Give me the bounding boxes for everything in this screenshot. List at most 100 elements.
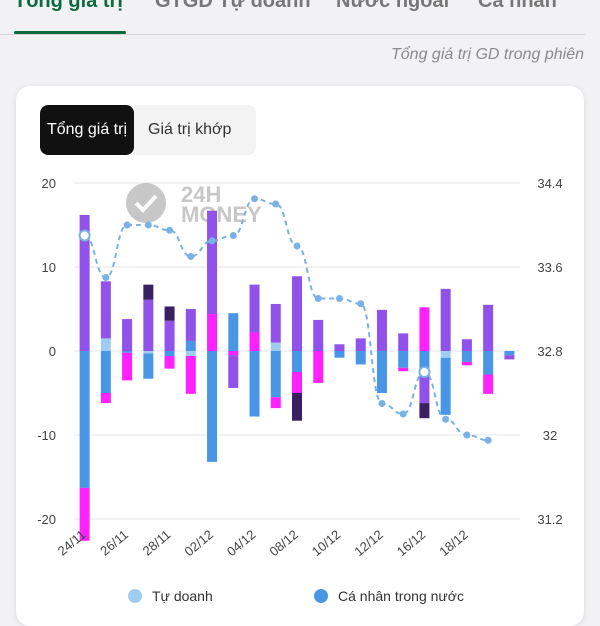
bar-tự-doanh-5: [185, 351, 196, 357]
price-point-9: [272, 200, 280, 208]
price-point-18: [463, 431, 471, 439]
bar-cá-nhân-trong-nước-6: [207, 351, 218, 462]
toggle-gia-tri-khop[interactable]: Giá trị khớp: [134, 105, 256, 155]
tab-nuoc-ngoai[interactable]: Nước ngoài: [336, 0, 450, 12]
bar-nước-ngoài-4: [164, 320, 175, 351]
tab-bar: Tổng giá trị GTGD Tự doanh Nước ngoài Cá…: [0, 0, 600, 34]
bar-nước-ngoài-13: [355, 338, 366, 351]
bar-cá-nhân-trong-nước-16: [419, 351, 430, 368]
bar-khác-10: [292, 393, 302, 421]
bar-nước-ngoài-2: [122, 319, 133, 351]
chart-legend: Tự doanh Cá nhân trong nước: [0, 588, 600, 608]
bar-nước-ngoài-16: [419, 367, 430, 404]
x-tick-label: 18/12: [436, 527, 471, 559]
x-tick-label: 12/12: [351, 527, 386, 559]
bar-tổ-chức-trong-nước-11: [313, 351, 324, 383]
legend-item-ca-nhan-trong-nuoc[interactable]: Cá nhân trong nước: [314, 588, 464, 604]
bar-tổ-chức-trong-nước-7: [228, 351, 239, 356]
chart-subtitle: Tổng giá trị GD trong phiên: [391, 46, 584, 63]
bar-nước-ngoài-0: [79, 214, 90, 351]
bar-tổ-chức-trong-nước-0: [79, 487, 90, 541]
watermark-logo-icon: [126, 183, 166, 223]
x-tick-label: 08/12: [266, 527, 301, 559]
bar-nước-ngoài-3: [143, 299, 154, 351]
bar-tổ-chức-trong-nước-15: [398, 367, 409, 372]
left-tick-label: 0: [49, 344, 56, 359]
bar-tổ-chức-trong-nước-9: [270, 397, 281, 409]
price-point-7: [229, 232, 237, 239]
price-point-12: [335, 295, 343, 302]
bar-nước-ngoài-14: [376, 309, 387, 351]
x-tick-label: 26/11: [97, 527, 131, 559]
bar-tổ-chức-trong-nước-18: [461, 361, 472, 366]
price-point-4: [166, 226, 174, 234]
bar-cá-nhân-trong-nước-9: [270, 351, 281, 398]
bar-nước-ngoài-1: [100, 281, 111, 339]
bar-cá-nhân-trong-nước-3: [143, 353, 154, 379]
x-tick-label: 28/11: [140, 527, 174, 559]
left-axis-ticks: 20 10 0 -10 -20: [37, 176, 56, 527]
bar-cá-nhân-trong-nước-4: [164, 351, 175, 357]
bar-nước-ngoài-8: [249, 284, 260, 333]
bar-cá-nhân-trong-nước-14: [376, 351, 387, 393]
price-point-6: [208, 237, 216, 245]
bar-tổ-chức-trong-nước-8: [249, 332, 260, 351]
right-tick-label: 32: [543, 428, 557, 443]
x-tick-label: 16/12: [394, 527, 429, 559]
bar-nước-ngoài-19: [483, 304, 494, 351]
bar-nước-ngoài-7: [228, 355, 239, 388]
right-tick-label: 32.8: [537, 344, 562, 359]
bar-nước-ngoài-20: [504, 355, 515, 360]
legend-item-tu-doanh[interactable]: Tự doanh: [128, 588, 213, 604]
price-point-17: [442, 415, 450, 423]
bar-nước-ngoài-17: [440, 288, 451, 351]
right-tick-label: 34.4: [537, 176, 562, 191]
watermark-logo: 24H MONEY: [126, 182, 262, 227]
bar-tổ-chức-trong-nước-19: [483, 374, 494, 394]
bar-nước-ngoài-6: [207, 210, 218, 315]
bar-cá-nhân-trong-nước-13: [355, 351, 366, 365]
legend-swatch: [128, 589, 142, 603]
bar-khác-4: [164, 306, 175, 321]
bar-cá-nhân-trong-nước-7: [228, 313, 239, 351]
tab-divider: [0, 34, 585, 35]
price-point-5: [187, 253, 195, 260]
bar-tổ-chức-trong-nước-6: [207, 314, 218, 351]
bar-cá-nhân-trong-nước-19: [483, 351, 494, 375]
price-point-11: [314, 295, 322, 302]
tab-tong-gia-tri[interactable]: Tổng giá trị: [14, 0, 123, 12]
bar-cá-nhân-trong-nước-2: [122, 351, 133, 353]
bar-cá-nhân-trong-nước-15: [398, 351, 409, 368]
bar-tổ-chức-trong-nước-4: [164, 356, 175, 369]
tab-gtgd-tu-doanh[interactable]: GTGD Tự doanh: [155, 0, 311, 12]
left-tick-label: 10: [42, 260, 56, 275]
bar-nước-ngoài-12: [334, 344, 345, 351]
price-point-2: [123, 221, 131, 229]
bar-tự-doanh-3: [143, 351, 154, 354]
tab-ca-nhan[interactable]: Cá nhân: [478, 0, 557, 12]
x-tick-label: 04/12: [224, 527, 259, 559]
price-point-10: [293, 242, 301, 250]
bar-khác-3: [143, 284, 154, 300]
price-point-13: [357, 300, 365, 308]
value-type-toggle: Tổng giá trị Giá trị khớp: [40, 105, 256, 155]
price-line: [78, 195, 492, 444]
right-tick-label: 31.2: [537, 512, 562, 527]
bar-tổ-chức-trong-nước-16: [419, 307, 430, 351]
bar-cá-nhân-trong-nước-20: [504, 351, 515, 356]
x-tick-label: 10/12: [309, 527, 344, 559]
bar-cá-nhân-trong-nước-1: [100, 351, 111, 393]
price-point-1: [102, 274, 110, 281]
bar-nước-ngoài-15: [398, 333, 409, 351]
bar-tổ-chức-trong-nước-2: [122, 352, 133, 381]
bar-cá-nhân-trong-nước-10: [292, 351, 302, 372]
price-point-0: [78, 229, 91, 242]
right-axis-ticks: 34.4 33.6 32.8 32 31.2: [537, 176, 562, 527]
toggle-tong-gia-tri[interactable]: Tổng giá trị: [40, 105, 134, 155]
bar-tự-doanh-9: [270, 342, 281, 351]
bar-tự-doanh-17: [440, 351, 451, 358]
active-tab-indicator: [14, 31, 126, 34]
bars: [79, 210, 515, 541]
left-tick-label: 20: [42, 176, 56, 191]
x-axis-ticks: 24/11 26/11 28/11 02/12 04/12 08/12 10/12 12/12…: [55, 527, 471, 559]
